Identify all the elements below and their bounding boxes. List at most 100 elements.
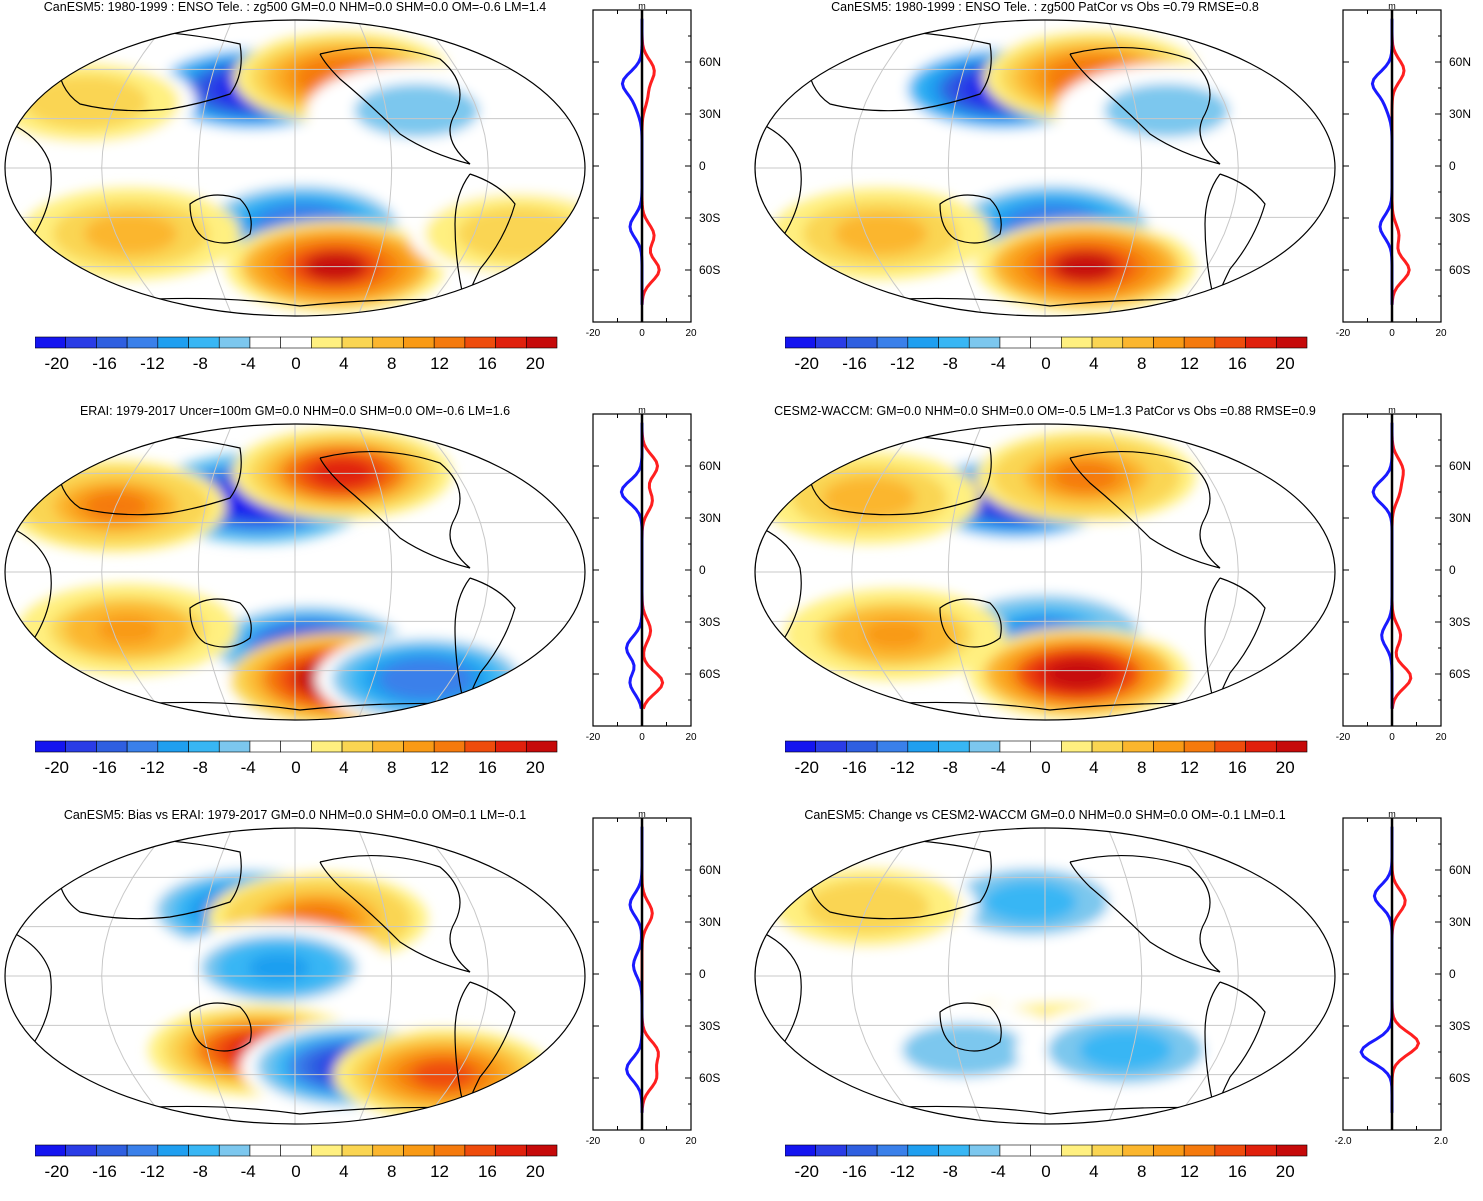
longitude-line <box>197 828 233 1124</box>
colorbar-swatch <box>495 1144 527 1157</box>
colorbar-swatch <box>907 1144 939 1157</box>
colorbar-swatch <box>433 336 466 349</box>
colorbar-swatch <box>188 1144 220 1157</box>
colorbar-tick-label: -12 <box>890 1162 915 1181</box>
longitude-line <box>1170 20 1239 316</box>
lat-tick-label: 0 <box>1449 159 1456 173</box>
panel-1: CanESM5: 1980-1999 : ENSO Tele. : zg500 … <box>0 0 740 393</box>
anomaly-contour <box>488 219 550 249</box>
colorbar-tick-label: 16 <box>1228 1162 1247 1181</box>
colorbar-swatch <box>1153 336 1185 349</box>
profile-line-positive <box>1390 826 1421 1113</box>
anomaly-contour <box>1055 462 1117 491</box>
panel-6: CanESM5: Change vs CESM2-WACCM GM=0.0 NH… <box>750 808 1483 1201</box>
lat-tick-label: 60S <box>1449 667 1470 681</box>
anomaly-blob <box>315 632 536 720</box>
longitude-line <box>101 20 170 316</box>
colorbar-tick-label: -4 <box>991 354 1006 373</box>
panel-3: ERAI: 1979-2017 Uncer=100m GM=0.0 NHM=0.… <box>0 404 740 797</box>
anomaly-blob <box>784 588 1005 681</box>
colorbar-swatch <box>464 740 496 753</box>
colorbar-tick-label: 16 <box>1228 354 1247 373</box>
longitude-line <box>1170 424 1239 720</box>
colorbar-swatch <box>1030 740 1062 753</box>
colorbar-swatch <box>249 1144 281 1157</box>
graticule <box>755 424 1335 720</box>
colorbar: -20 -16 -12 -8 -4 0 4 8 12 16 20 <box>35 740 558 777</box>
lat-tick-label: 60N <box>1449 459 1471 473</box>
profile-line-negative <box>1371 422 1394 709</box>
colorbar-tick-label: 4 <box>1089 354 1098 373</box>
x-tick-label: 0 <box>639 1136 645 1147</box>
longitude-line <box>357 424 393 720</box>
x-tick-label: 20 <box>1435 732 1447 743</box>
map-border <box>754 423 1336 721</box>
colorbar-swatch <box>525 336 558 349</box>
longitude-line <box>101 828 170 1124</box>
colorbar-swatch <box>999 1144 1031 1157</box>
profile-unit-label: m <box>638 809 646 819</box>
profile-line-negative <box>625 826 644 1113</box>
anomaly-blob <box>920 856 1141 948</box>
x-tick-label: 20 <box>685 328 697 339</box>
colorbar-tick-label: 0 <box>291 354 300 373</box>
colorbar-tick-label: -12 <box>890 354 915 373</box>
colorbar-swatch <box>1091 740 1124 753</box>
lat-tick-label: 60N <box>1449 863 1471 877</box>
colorbar-tick-label: -12 <box>140 354 165 373</box>
colorbar-swatch <box>785 1144 817 1157</box>
colorbar-swatch <box>218 1144 251 1157</box>
profile-line-negative <box>1359 826 1394 1113</box>
colorbar-tick-label: -8 <box>193 354 208 373</box>
coastline <box>319 46 471 165</box>
colorbar-tick-label: -4 <box>991 1162 1006 1181</box>
lat-tick-label: 60N <box>699 55 721 69</box>
colorbar-tick-label: 20 <box>526 1162 545 1181</box>
colorbar-tick-label: 4 <box>339 758 348 777</box>
zonal-profile-plot: m 60N 30N 0 30S 60S -20 0 20 <box>586 809 721 1147</box>
colorbar-swatch <box>525 1144 558 1157</box>
profile-line-negative <box>1370 18 1394 305</box>
x-tick-label: -20 <box>586 732 601 743</box>
anomaly-contour <box>394 664 457 694</box>
colorbar: -20 -16 -12 -8 -4 0 4 8 12 16 20 <box>35 1144 558 1181</box>
map-plot <box>754 19 1336 317</box>
colorbar-tick-label: -16 <box>92 758 117 777</box>
longitude-line <box>197 20 233 316</box>
colorbar-swatch <box>525 740 558 753</box>
anomaly-contour <box>849 219 912 249</box>
colorbar-swatch <box>1153 740 1185 753</box>
profile-line-positive <box>640 422 665 710</box>
colorbar-tick-label: 20 <box>1276 1162 1295 1181</box>
x-tick-label: -20 <box>1336 732 1351 743</box>
colorbar-tick-label: 8 <box>387 1162 396 1181</box>
profile-line-positive <box>1390 18 1411 305</box>
lat-tick-label: 60S <box>1449 1071 1470 1085</box>
map-plot <box>754 423 1336 721</box>
colorbar-swatch <box>1122 740 1154 753</box>
colorbar-tick-label: 16 <box>478 354 497 373</box>
colorbar-tick-label: -20 <box>794 1162 819 1181</box>
lat-tick-label: 60S <box>699 667 720 681</box>
x-tick-label: 0 <box>1389 328 1395 339</box>
map-plot <box>4 19 586 317</box>
colorbar-tick-label: 0 <box>291 1162 300 1181</box>
panel-title: CanESM5: Change vs CESM2-WACCM GM=0.0 NH… <box>804 808 1286 822</box>
anomaly-contour <box>385 96 448 125</box>
colorbar-swatch <box>785 740 817 753</box>
colorbar-swatch <box>1214 1144 1246 1157</box>
coastline <box>1069 450 1221 569</box>
colorbar-swatch <box>126 740 159 753</box>
graticule <box>5 424 585 720</box>
colorbar-tick-label: -16 <box>92 354 117 373</box>
colorbar-swatch <box>464 336 496 349</box>
x-tick-label: 20 <box>685 1136 697 1147</box>
x-tick-label: -20 <box>586 328 601 339</box>
panel-title: ERAI: 1979-2017 Uncer=100m GM=0.0 NHM=0.… <box>79 404 511 418</box>
colorbar-swatch <box>96 336 128 349</box>
colorbar-swatch <box>968 336 1001 349</box>
colorbar-swatch <box>846 740 878 753</box>
colorbar-tick-label: 8 <box>387 758 396 777</box>
longitude-line <box>947 20 983 316</box>
colorbar-swatch <box>403 336 435 349</box>
